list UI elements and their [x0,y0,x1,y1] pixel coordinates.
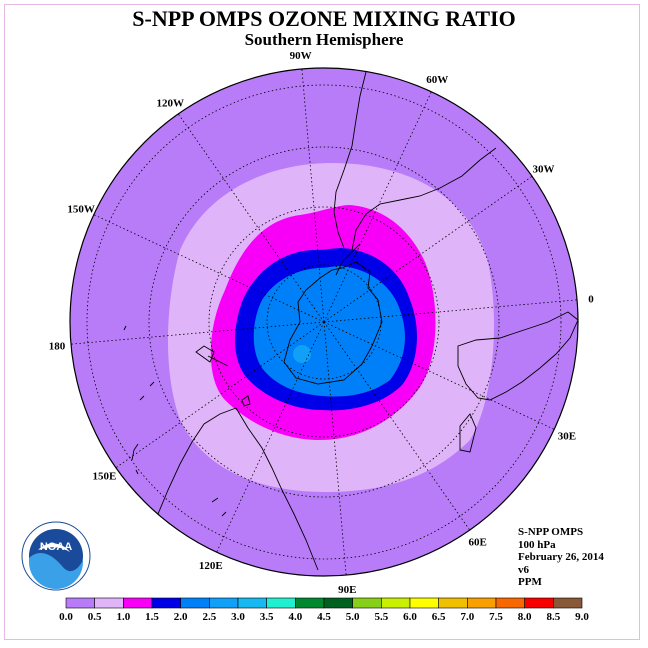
region-2.5-3 [293,345,311,363]
colorbar-swatch [467,597,497,609]
colorbar-tick-label: 5.5 [374,611,388,623]
south-america-coast [333,71,367,249]
colorbar-swatch [94,597,124,609]
colorbar-tick-label: 3.5 [260,611,274,623]
info-level: 100 hPa [518,538,556,551]
colorbar-tick-label: 8.0 [518,611,532,623]
noaa-logo: NOAA [21,521,91,591]
region-2-2.5 [253,266,405,397]
south-america-east [351,147,497,251]
longitude-label: 150E [93,471,117,483]
colorbar-swatch [65,597,95,609]
islands [123,325,227,517]
longitude-label: 90E [338,584,356,596]
longitude-label: 90W [290,50,312,62]
page-subtitle: Southern Hemisphere [244,30,404,49]
colorbar-swatch [409,597,439,609]
colorbar-swatch [123,597,153,609]
info-version: v6 [518,563,529,576]
colorbar-swatch [323,597,353,609]
colorbar-swatch [209,597,239,609]
figure-frame [4,4,640,640]
longitude-label: 120W [157,97,185,109]
longitude-label: 60W [426,74,448,86]
colorbar-swatch [381,597,411,609]
colorbar-tick-label: 6.5 [432,611,446,623]
colorbar-tick-label: 5.0 [346,611,360,623]
colorbar-tick-label: 8.5 [546,611,560,623]
colorbar-swatch [151,597,181,609]
colorbar-tick-label: 1.5 [145,611,159,623]
colorbar-tick-label: 6.0 [403,611,417,623]
colorbar-tick-label: 0.0 [59,611,73,623]
longitude-label: 30E [558,430,576,442]
tasmania [241,395,251,407]
colorbar-tick-label: 3.0 [231,611,245,623]
colorbar-tick-label: 4.5 [317,611,331,623]
info-date: February 26, 2014 [518,551,604,563]
map-border [69,67,579,577]
new-zealand [195,345,229,367]
map-info: S-NPP OMPS 100 hPa February 26, 2014 v6 … [518,526,604,589]
colorbar-tick-label: 4.0 [288,611,302,623]
colorbar-swatch [266,597,296,609]
info-units: PPM [518,576,542,588]
colorbar-swatch [352,597,382,609]
colorbar-tick-label: 1.0 [116,611,130,623]
longitude-label: 0 [588,294,594,306]
colorbar-swatch [180,597,210,609]
antarctic-peninsula [335,243,361,276]
colorbar: 0.0 0.5 1.0 1.5 2.0 2.5 3.0 3.5 4.0 4.5 5.0 5.5 6.0 6… [59,597,589,623]
graticule [70,68,578,576]
colorbar-tick-label: 2.0 [174,611,188,623]
africa-coast [457,311,578,401]
colorbar-swatch [237,597,267,609]
colorbar-tick-label: 2.5 [202,611,216,623]
colorbar-swatch [553,597,583,609]
longitude-label: 120E [199,560,223,572]
madagascar [459,413,477,453]
colorbar-tick-label: 9.0 [575,611,589,623]
longitude-label: 180 [49,340,66,352]
antarctica-coast [283,261,383,385]
longitude-label: 60E [469,537,487,549]
colorbar-swatch [495,597,525,609]
colorbar-tick-label: 7.5 [489,611,503,623]
colorbar-swatch [524,597,554,609]
info-instrument: S-NPP OMPS [518,526,584,538]
longitude-label: 150W [67,204,95,216]
coastlines [123,71,578,571]
page-title: S-NPP OMPS OZONE MIXING RATIO [132,6,516,31]
colorbar-tick-label: 7.0 [460,611,474,623]
colorbar-swatch [295,597,325,609]
colorbar-tick-label: 0.5 [88,611,102,623]
logo-text: NOAA [40,541,72,553]
longitude-label: 30W [533,163,555,175]
colorbar-swatch [438,597,468,609]
